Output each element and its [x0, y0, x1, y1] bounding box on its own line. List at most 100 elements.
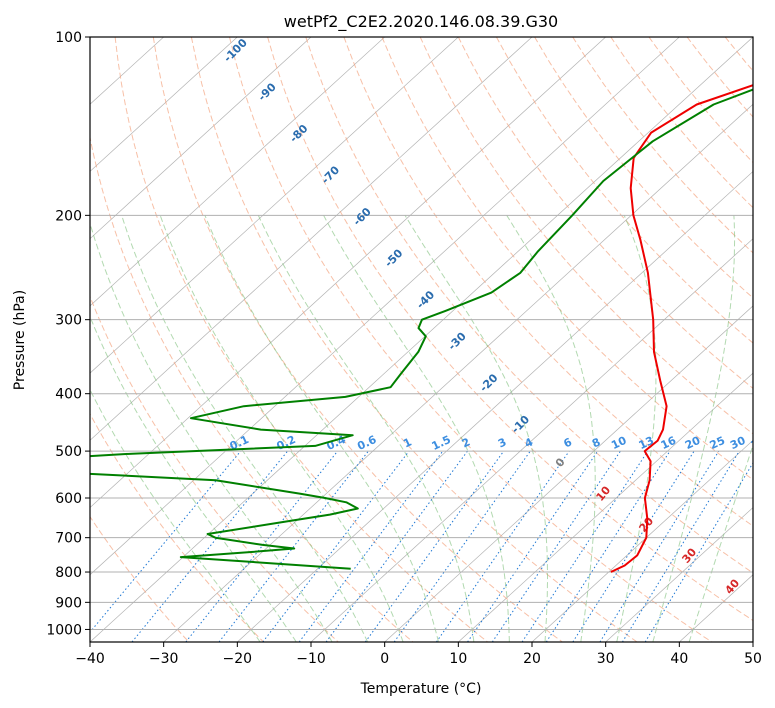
- moist-adiabat-line: [616, 215, 657, 642]
- moist-adiabat-line: [90, 315, 297, 642]
- moist-adiabat-line: [652, 215, 736, 642]
- isotherm-line: [90, 37, 385, 307]
- mixing-ratio-line: [393, 450, 531, 642]
- moist-adiabat-line: [121, 215, 369, 642]
- isotherm-label: -60: [351, 205, 374, 228]
- isotherm-line: [90, 37, 312, 240]
- profile-lines: [90, 84, 753, 573]
- isotherm-label: -100: [221, 36, 250, 65]
- isotherm-label: -20: [477, 371, 500, 394]
- isotherm-line: [531, 439, 753, 642]
- dry-adiabat-label: 10: [593, 483, 613, 503]
- dry-adiabat-line: [190, 37, 638, 642]
- mixing-ratio-line: [599, 450, 720, 642]
- isotherm-line: [90, 37, 238, 172]
- isotherm-line: [90, 37, 753, 642]
- x-tick-label: 10: [449, 651, 467, 667]
- dry-adiabat-line: [90, 515, 190, 642]
- x-tick-label: −30: [149, 651, 179, 667]
- dry-adiabat-line: [229, 37, 712, 642]
- y-tick-label: 700: [55, 531, 82, 547]
- dry-adiabat-label: 40: [722, 576, 742, 596]
- isotherm-line: [163, 103, 753, 642]
- y-tick-label: 900: [55, 595, 82, 611]
- pressure-grid: [90, 37, 753, 630]
- dry-adiabat-line: [90, 135, 414, 642]
- mixing-ratio-label: 36: [749, 434, 769, 452]
- mixing-ratio-line: [131, 450, 288, 642]
- isotherm-line: [90, 37, 533, 441]
- dry-adiabat-line: [90, 295, 339, 642]
- mixing-ratio-label: 16: [659, 434, 679, 452]
- temperature-profile: [610, 84, 753, 573]
- isotherm-line: [90, 37, 680, 576]
- isotherm-line: [752, 641, 753, 642]
- x-axis: −40 −30 −20 −10 0 10 20 30 40 50: [75, 642, 762, 667]
- isotherm-line: [237, 170, 753, 642]
- mixing-ratio-line: [90, 450, 242, 633]
- mixing-ratio-label: 0.6: [355, 433, 378, 453]
- x-tick-label: 20: [523, 651, 541, 667]
- dry-adiabat-line: [305, 37, 753, 574]
- isotherm-line: [605, 507, 753, 642]
- isotherm-label: -30: [446, 330, 469, 353]
- mixing-ratio-line: [621, 450, 740, 642]
- dry-adiabat-line: [763, 37, 775, 642]
- isotherm-line: [384, 305, 753, 642]
- dry-adiabat-label: 30: [679, 545, 699, 565]
- x-tick-label: 40: [670, 651, 688, 667]
- x-tick-label: −20: [223, 651, 253, 667]
- mixing-ratio-label: 6: [561, 435, 574, 450]
- mixing-ratio-label: 0.2: [275, 433, 298, 453]
- y-tick-label: 500: [55, 444, 82, 460]
- chart-title: wetPf2_C2E2.2020.146.08.39.G30: [284, 12, 558, 32]
- dry-adiabat-line: [457, 37, 753, 389]
- dry-adiabat-line: [381, 37, 753, 481]
- x-tick-label: −40: [75, 651, 105, 667]
- moist-adiabat-line: [90, 388, 261, 642]
- dewpoint-profile: [90, 88, 753, 570]
- dry-adiabat-line: [152, 37, 563, 642]
- mixing-ratio-line: [364, 450, 505, 642]
- mixing-ratio-label: 1.5: [430, 433, 453, 453]
- mixing-ratio-label: 25: [708, 434, 727, 452]
- mixing-ratio-label: 20: [683, 434, 703, 452]
- isotherm-line: [458, 372, 753, 642]
- moist-adiabat-line: [404, 215, 548, 642]
- moist-adiabat-line: [506, 215, 596, 642]
- mixing-ratio-line: [467, 450, 599, 642]
- isotherm-label: -80: [287, 122, 310, 145]
- mixing-ratio-line: [572, 450, 695, 642]
- isotherm-label: -40: [414, 288, 437, 311]
- mixing-ratio-line: [435, 450, 570, 642]
- dry-adiabat-line: [495, 37, 753, 344]
- moist-adiabat-line: [159, 215, 404, 642]
- isotherm-label: -90: [256, 80, 279, 103]
- isotherm-label: -70: [319, 163, 342, 186]
- dry-adiabat-line: [419, 37, 753, 435]
- plot-frame: [89, 36, 754, 643]
- dry-adiabat-line: [686, 37, 753, 118]
- mixing-ratio-label: 13: [637, 434, 656, 452]
- mixing-ratio-line: [262, 450, 410, 642]
- x-tick-label: 50: [744, 651, 762, 667]
- mixing-ratio-label: 3: [496, 435, 508, 450]
- mixing-ratio-line: [185, 450, 338, 642]
- y-tick-label: 400: [55, 387, 82, 403]
- x-tick-label: 0: [380, 651, 389, 667]
- plot-area: -100-90-80-70-60-50-40-30-20-10 0.1 0.2 0.…: [90, 36, 775, 642]
- y-tick-label: 600: [55, 491, 82, 507]
- moist-adiabat-line: [688, 443, 753, 642]
- background-lines: [90, 37, 775, 642]
- dry-adiabat-line: [267, 37, 753, 622]
- mixing-ratio-line: [644, 461, 753, 642]
- moist-adiabat-line: [204, 215, 439, 642]
- y-tick-label: 100: [55, 30, 82, 46]
- x-axis-label: Temperature (°C): [360, 681, 482, 697]
- y-tick-label: 1000: [46, 622, 82, 638]
- isotherm-line: [90, 37, 459, 374]
- x-tick-label: −10: [296, 651, 326, 667]
- mixing-ratio-line: [491, 450, 621, 642]
- mixing-ratio-label: 30: [728, 434, 748, 452]
